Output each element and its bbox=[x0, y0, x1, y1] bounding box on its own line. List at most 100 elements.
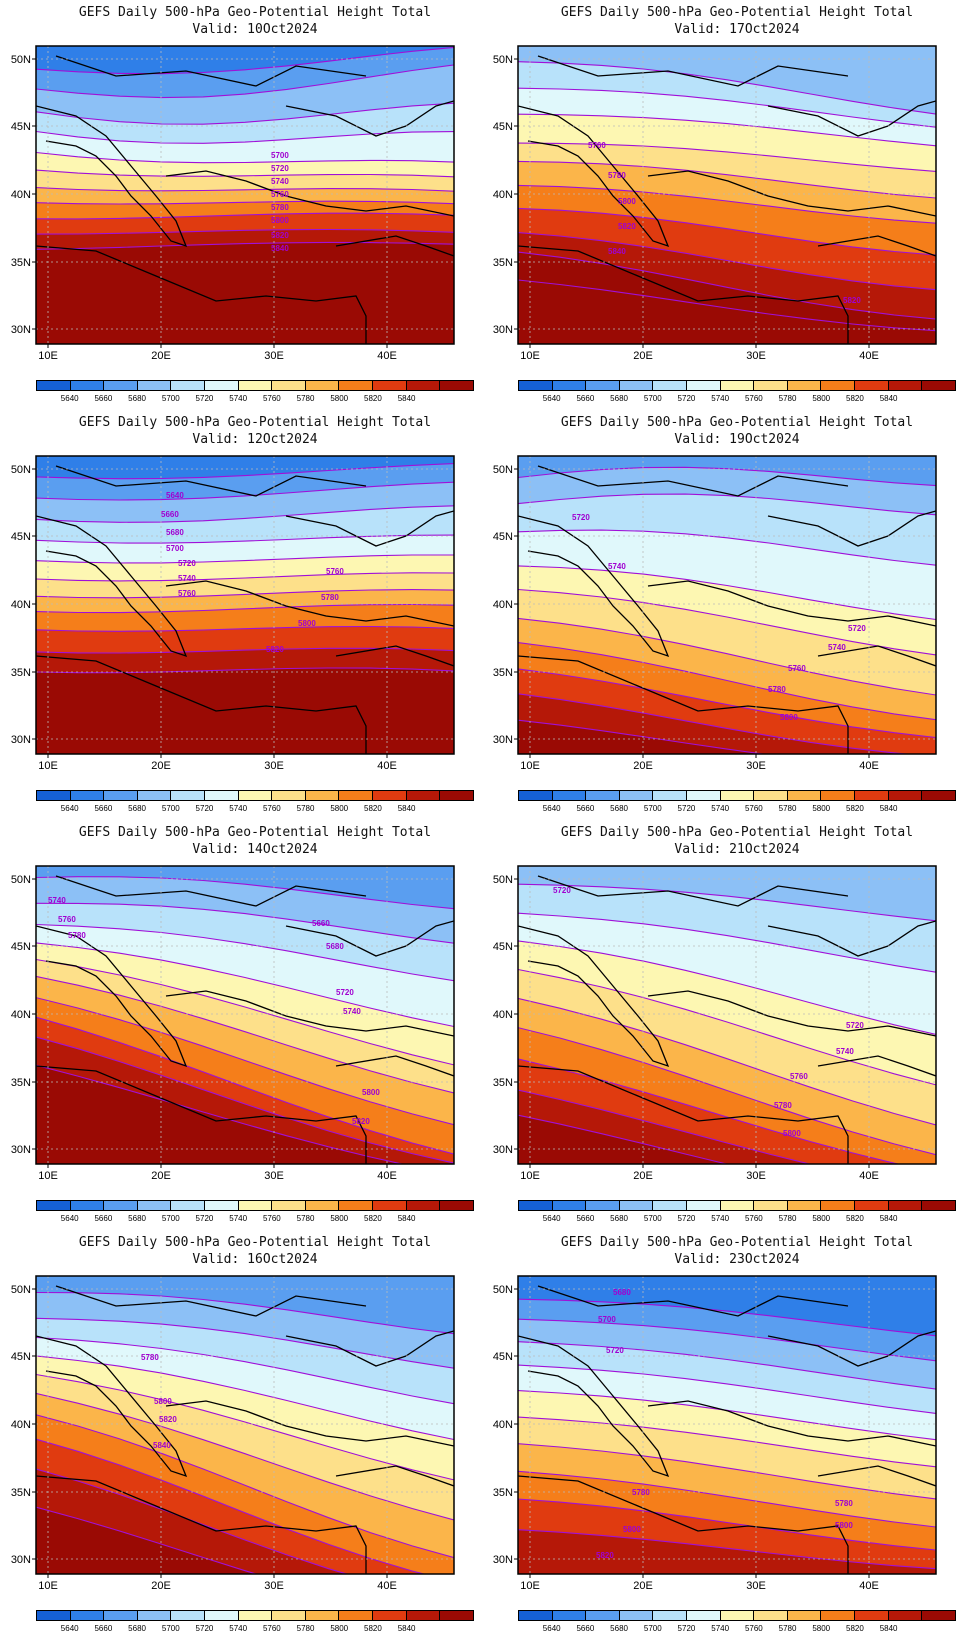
contour-label: 5800 bbox=[618, 197, 636, 206]
lon-tick-label: 20E bbox=[151, 1580, 171, 1592]
colorbar-label: 5680 bbox=[128, 394, 146, 403]
height-map: 5700 5720 5740 5760 5780 5800 5820 5840 50N 45N 40… bbox=[11, 45, 455, 362]
panel-title-text: GEFS Daily 500-hPa Geo-Potential Height … bbox=[560, 415, 914, 430]
contour-label: 5820 bbox=[159, 1415, 177, 1424]
colorbar-swatch bbox=[619, 791, 654, 800]
colorbar-label: 5660 bbox=[94, 394, 113, 403]
colorbar-label: 5720 bbox=[195, 394, 214, 403]
contour-line bbox=[36, 958, 454, 1066]
panel-title: GEFS Daily 500-hPa Geo-Potential Height … bbox=[36, 824, 474, 858]
colorbar-label: 5740 bbox=[229, 804, 248, 813]
panel-valid-date: Valid: 21Oct2024 bbox=[674, 842, 800, 857]
contour-label: 5640 bbox=[166, 491, 184, 500]
colorbar-swatch bbox=[821, 791, 856, 800]
contour-line bbox=[36, 212, 454, 220]
colorbar-label: 5780 bbox=[296, 1214, 315, 1223]
colorbar-label: 5720 bbox=[195, 804, 214, 813]
colorbar-swatch bbox=[653, 1201, 688, 1210]
colorbar-label: 5660 bbox=[576, 394, 595, 403]
colorbar: 5640 5660 5680 5700 5720 5740 5760 5780 5800 5820… bbox=[518, 1200, 956, 1228]
colorbar-label: 5720 bbox=[677, 1214, 696, 1223]
contour-line bbox=[36, 169, 454, 178]
colorbar-swatch bbox=[586, 1611, 620, 1620]
contour-line bbox=[36, 228, 454, 235]
lon-tick-label: 20E bbox=[151, 350, 171, 362]
contour-line bbox=[518, 719, 768, 754]
lat-tick-label: 45N bbox=[11, 941, 31, 953]
colorbar-swatches bbox=[36, 790, 474, 801]
contour-line bbox=[36, 667, 454, 674]
colorbar-label: 5680 bbox=[610, 394, 628, 403]
colorbar-label: 5820 bbox=[846, 804, 864, 813]
lon-tick-label: 20E bbox=[633, 1170, 653, 1182]
colorbar-label: 5700 bbox=[161, 1624, 180, 1633]
colorbar-swatch bbox=[205, 1201, 239, 1210]
colorbar-label: 5700 bbox=[643, 804, 662, 813]
contour-line bbox=[36, 975, 454, 1094]
contour-line bbox=[518, 565, 936, 621]
colorbar-swatch bbox=[619, 1611, 654, 1620]
colorbar-swatch bbox=[440, 1201, 473, 1210]
colorbar-label: 5660 bbox=[576, 1214, 595, 1223]
lat-tick-label: 45N bbox=[11, 531, 31, 543]
colorbar-label: 5740 bbox=[711, 804, 730, 813]
lat-tick-label: 35N bbox=[493, 1487, 513, 1499]
contour-line bbox=[518, 642, 936, 721]
colorbar-swatch bbox=[339, 1201, 374, 1210]
contour-line bbox=[518, 617, 936, 696]
lat-tick-label: 45N bbox=[493, 531, 513, 543]
map-frame bbox=[35, 455, 455, 755]
panel-title: GEFS Daily 500-hPa Geo-Potential Height … bbox=[518, 4, 956, 38]
colorbar-swatch bbox=[373, 1201, 407, 1210]
lat-tick-label: 30N bbox=[11, 1554, 31, 1566]
contour-line bbox=[36, 463, 454, 480]
coastline bbox=[518, 875, 936, 1164]
colorbar-labels: 5640 5660 5680 5700 5720 5740 5760 5780 5800 5820… bbox=[36, 1214, 474, 1226]
colorbar-swatch bbox=[519, 381, 553, 390]
height-map: 5780 5800 5820 5840 50N 45N 40N 35N 30N 10E 20E 30E… bbox=[11, 1275, 455, 1592]
colorbar-label: 5820 bbox=[846, 394, 864, 403]
colorbar-label: 5840 bbox=[397, 394, 416, 403]
contour-line bbox=[518, 588, 936, 656]
contour-label: 5720 bbox=[848, 624, 866, 633]
colorbar-swatch bbox=[687, 1611, 721, 1620]
colorbar-label: 5660 bbox=[94, 1214, 113, 1223]
colorbar-label: 5720 bbox=[195, 1624, 214, 1633]
map-frame bbox=[517, 455, 937, 755]
contour-line bbox=[518, 1114, 730, 1164]
contour-line bbox=[518, 1529, 936, 1570]
colorbar-swatch bbox=[339, 791, 374, 800]
colorbar-label: 5840 bbox=[879, 1624, 898, 1633]
colorbar-swatch bbox=[440, 1611, 473, 1620]
colorbar-swatch bbox=[272, 791, 306, 800]
lon-tick-label: 30E bbox=[746, 1170, 766, 1182]
colorbar-swatch bbox=[586, 381, 620, 390]
colorbar-label: 5840 bbox=[397, 1624, 416, 1633]
colorbar-label: 5680 bbox=[610, 1624, 628, 1633]
colorbar: 5640 5660 5680 5700 5720 5740 5760 5780 5800 5820… bbox=[36, 1200, 474, 1228]
colorbar-swatch bbox=[821, 1611, 856, 1620]
contour-line bbox=[36, 923, 454, 982]
lat-tick-label: 45N bbox=[493, 1351, 513, 1363]
lat-tick-label: 30N bbox=[11, 734, 31, 746]
contour-label: 5760 bbox=[588, 141, 606, 150]
colorbar-swatch bbox=[373, 381, 407, 390]
colorbar-label: 5660 bbox=[576, 1624, 595, 1633]
colorbar-label: 5800 bbox=[812, 1624, 831, 1633]
colorbar-swatch bbox=[37, 1611, 71, 1620]
colorbar-swatch bbox=[888, 1201, 923, 1210]
lat-tick-label: 35N bbox=[11, 667, 31, 679]
panel-valid-date: Valid: 19Oct2024 bbox=[674, 432, 800, 447]
lat-tick-label: 30N bbox=[493, 734, 513, 746]
colorbar-swatch bbox=[238, 381, 273, 390]
colorbar-swatch bbox=[70, 381, 105, 390]
colorbar-label: 5820 bbox=[846, 1214, 864, 1223]
colorbar-label: 5780 bbox=[296, 1624, 315, 1633]
panel-title-text: GEFS Daily 500-hPa Geo-Potential Height … bbox=[560, 1235, 914, 1250]
height-band bbox=[36, 1065, 402, 1164]
colorbar-swatch bbox=[754, 1611, 788, 1620]
lat-tick-label: 40N bbox=[11, 1419, 31, 1431]
contour-line bbox=[36, 603, 454, 614]
lat-tick-label: 40N bbox=[11, 189, 31, 201]
